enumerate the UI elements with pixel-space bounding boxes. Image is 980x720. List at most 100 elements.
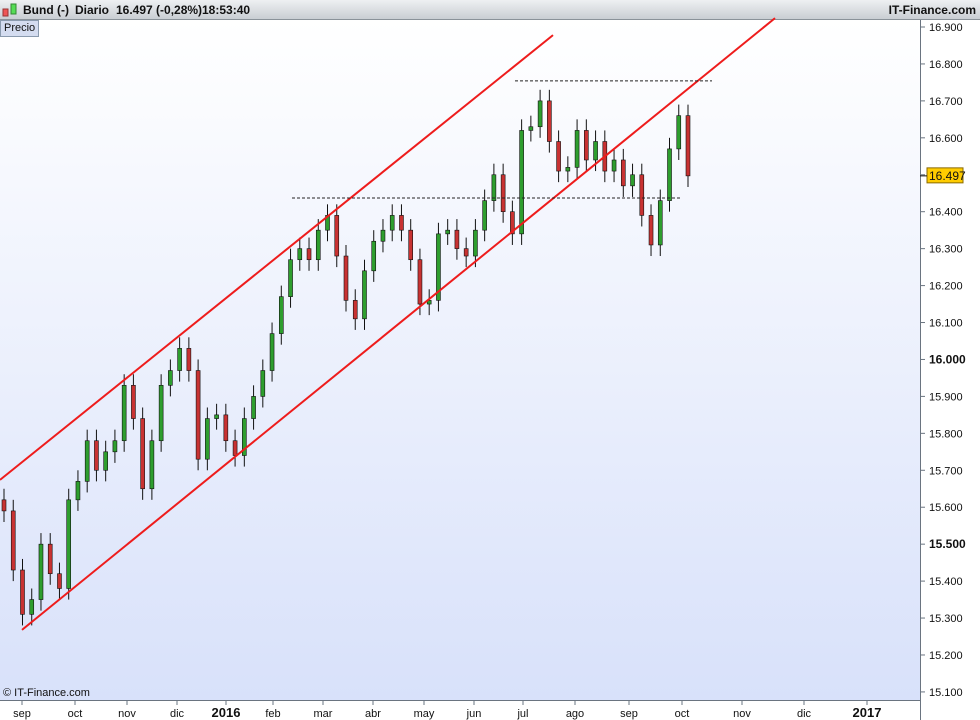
candle xyxy=(648,204,654,257)
candle xyxy=(565,156,571,183)
candle-body xyxy=(408,229,414,261)
candle-body xyxy=(399,215,404,231)
candle xyxy=(352,289,358,330)
candle-body xyxy=(500,174,506,212)
candle xyxy=(140,407,145,500)
y-tick-label: 16.700 xyxy=(929,96,963,108)
candle xyxy=(408,219,414,271)
candle-body xyxy=(584,130,589,161)
y-tick-label: 16.800 xyxy=(929,59,963,71)
y-axis xyxy=(920,20,980,720)
candle xyxy=(103,440,108,482)
candle xyxy=(426,289,432,316)
candle-body xyxy=(657,200,663,246)
candle-body xyxy=(417,259,423,305)
candle-body xyxy=(334,215,340,257)
candle-body xyxy=(121,385,127,442)
candle xyxy=(186,337,192,382)
panel-label[interactable]: Precio xyxy=(0,20,40,37)
candle-body xyxy=(38,543,44,600)
candle xyxy=(260,359,266,408)
x-tick-label: 2016 xyxy=(212,705,241,720)
candle-body xyxy=(140,418,145,490)
candle-body xyxy=(620,159,626,187)
candle-body xyxy=(251,396,256,419)
candle xyxy=(371,230,377,282)
candle xyxy=(297,237,303,271)
candle xyxy=(473,219,478,268)
candle xyxy=(399,204,404,242)
x-tick-label: sep xyxy=(13,708,31,720)
y-tick-label: 15.700 xyxy=(929,465,963,477)
lower-channel-line[interactable] xyxy=(21,17,776,631)
x-tick-label: feb xyxy=(265,708,280,720)
candle xyxy=(334,204,340,268)
candle-body xyxy=(1,499,7,512)
candle xyxy=(362,259,367,330)
candle-body xyxy=(223,414,229,442)
candle xyxy=(288,248,293,308)
candle xyxy=(343,244,349,312)
candle-body xyxy=(10,510,16,571)
candle xyxy=(574,119,580,179)
candle xyxy=(676,104,682,160)
candle xyxy=(389,204,395,242)
candle-body xyxy=(685,115,691,177)
y-tick-label: 15.600 xyxy=(929,502,963,514)
candle xyxy=(84,429,90,493)
candle-body xyxy=(84,440,90,482)
plot-area xyxy=(0,20,920,700)
candle-body xyxy=(186,348,192,371)
x-tick-label: dic xyxy=(170,708,185,720)
candle xyxy=(278,285,284,345)
candle-body xyxy=(315,229,321,261)
candle-body xyxy=(29,599,35,615)
y-tick-label: 15.200 xyxy=(929,650,963,662)
x-tick-label: ago xyxy=(566,708,584,720)
candle xyxy=(417,248,423,316)
candle-body xyxy=(343,255,349,301)
candle xyxy=(223,403,229,452)
brand: IT-Finance.com xyxy=(888,3,976,17)
candle xyxy=(306,237,312,271)
x-tick-label: jul xyxy=(516,708,528,720)
x-tick-label: oct xyxy=(68,708,83,720)
candle-body xyxy=(528,126,534,131)
candle-body xyxy=(352,300,358,320)
candle-body xyxy=(556,141,561,172)
candle xyxy=(269,322,275,382)
candle-body xyxy=(288,259,293,297)
y-tick-label: 16.200 xyxy=(929,281,963,293)
candle xyxy=(463,237,469,268)
candle-body xyxy=(306,248,312,261)
candle-body xyxy=(547,100,552,142)
candle-body xyxy=(149,440,155,490)
candlestick-logo-icon xyxy=(2,3,17,17)
x-axis xyxy=(0,700,920,720)
quote: 16.497 (-0,28%) xyxy=(116,3,203,17)
time: 18:53:40 xyxy=(202,3,251,17)
candle-body xyxy=(205,418,210,460)
candle-body xyxy=(389,215,395,231)
candle-body xyxy=(371,240,377,272)
candle xyxy=(547,89,552,153)
y-tick-label: 15.900 xyxy=(929,391,963,403)
y-tick-label: 16.300 xyxy=(929,244,963,256)
y-tick-label: 16.900 xyxy=(929,22,963,34)
candle-body xyxy=(47,543,53,575)
candle-body xyxy=(537,100,543,128)
candle xyxy=(500,163,506,223)
candle xyxy=(10,499,16,582)
period: Diario xyxy=(75,3,110,17)
candle xyxy=(177,337,182,382)
candle xyxy=(66,488,72,600)
candle-body xyxy=(362,270,367,320)
upper-channel-line[interactable] xyxy=(0,34,554,481)
candle-body xyxy=(639,174,645,216)
candle xyxy=(445,219,450,245)
candle xyxy=(667,137,672,212)
x-tick-label: nov xyxy=(118,708,136,720)
x-tick-label: may xyxy=(414,708,435,720)
candle xyxy=(94,429,99,482)
